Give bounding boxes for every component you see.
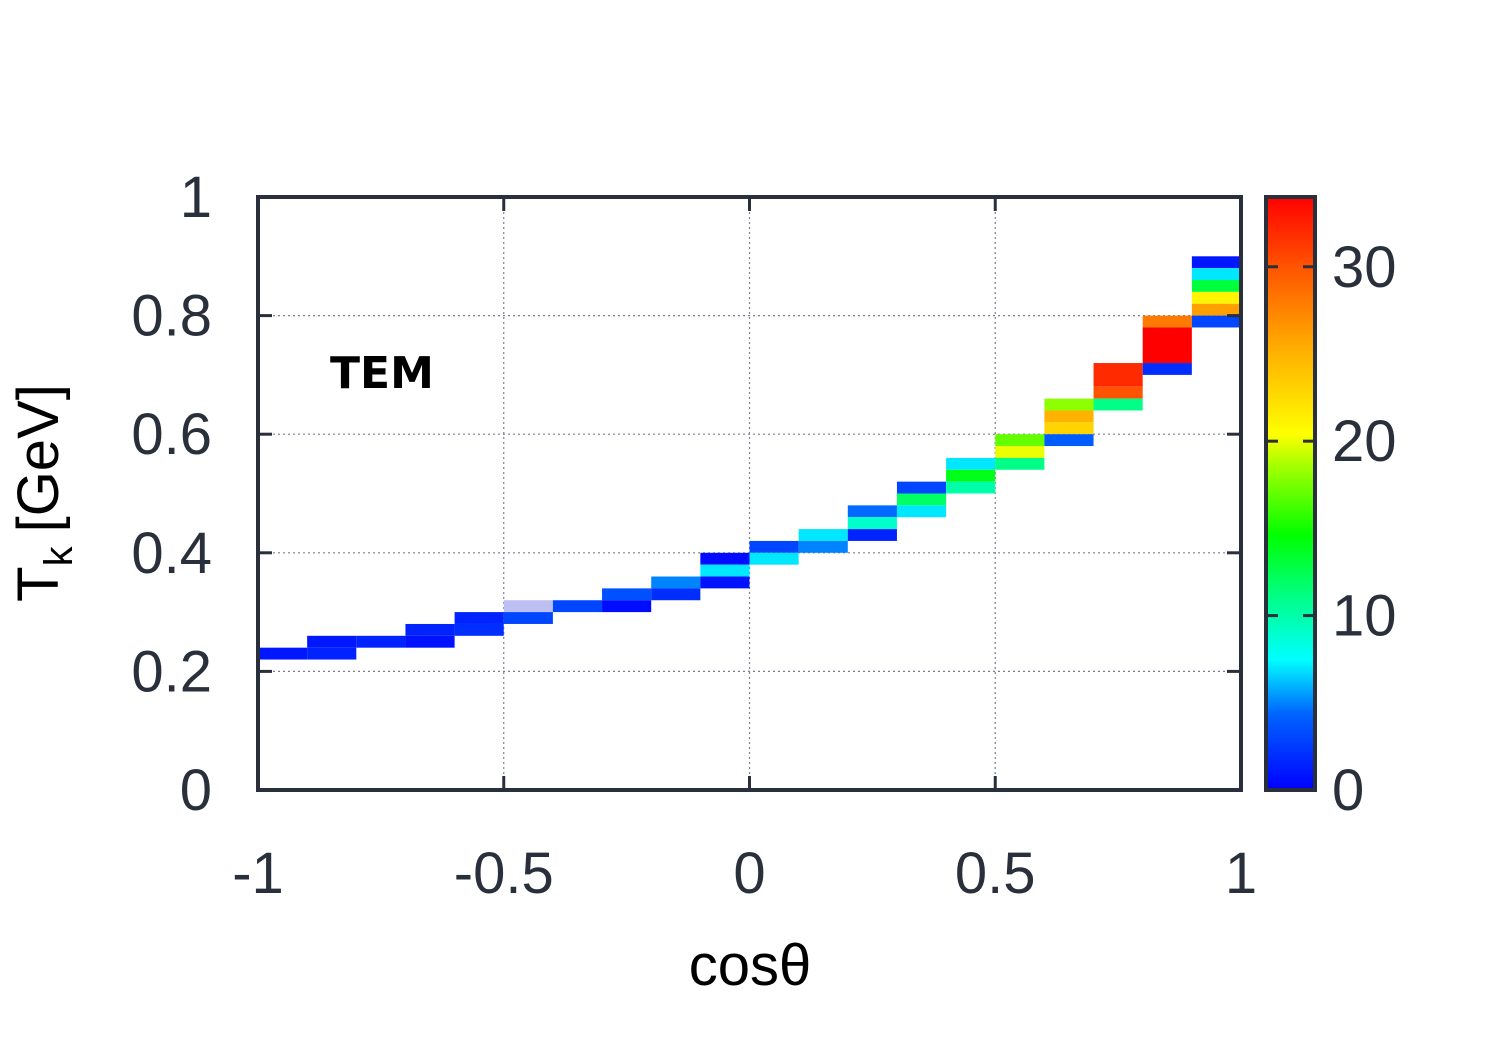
heatmap-cell xyxy=(503,612,553,624)
heatmap-cell xyxy=(1044,434,1094,447)
heatmap-cell xyxy=(356,635,406,648)
heatmap-cell xyxy=(700,576,750,589)
y-axis-title-main: T xyxy=(6,566,71,601)
heatmap-cell xyxy=(847,529,897,541)
heatmap-cell xyxy=(1191,291,1241,304)
heatmap-cell xyxy=(454,623,504,636)
heatmap-cell xyxy=(995,434,1045,447)
heatmap-cell xyxy=(1093,363,1143,387)
heatmap-cell xyxy=(258,647,308,660)
y-axis-title-subscript: k xyxy=(37,545,81,566)
y-tick-label: 0.2 xyxy=(131,639,212,704)
y-tick-label: 0 xyxy=(180,758,212,823)
heatmap-cells xyxy=(258,256,1241,660)
y-tick-label: 0.6 xyxy=(131,402,212,467)
heatmap-cell xyxy=(651,576,701,589)
x-tick-label: -1 xyxy=(232,841,284,906)
x-tick-label: -0.5 xyxy=(454,841,554,906)
heatmap-cell xyxy=(1191,315,1241,328)
colorbar-tick-label: 20 xyxy=(1332,409,1397,474)
heatmap-cell xyxy=(602,600,652,613)
x-tick-label: 0.5 xyxy=(955,841,1036,906)
heatmap-cell xyxy=(602,588,652,601)
heatmap-cell xyxy=(1142,315,1192,328)
colorbar-tick-labels: 0 10 20 30 xyxy=(1332,235,1397,823)
heatmap-cell xyxy=(847,505,897,518)
heatmap-cell xyxy=(995,457,1045,470)
heatmap-cell xyxy=(1093,386,1143,399)
x-tick-label: 0 xyxy=(733,841,765,906)
heatmap-cell xyxy=(995,446,1045,458)
y-axis-title-unit: [GeV] xyxy=(6,384,71,532)
colorbar-tick-label: 30 xyxy=(1332,235,1397,300)
heatmap-cell xyxy=(749,540,799,553)
y-tick-label: 0.4 xyxy=(131,521,212,586)
colorbar xyxy=(1264,195,1317,792)
heatmap-cell xyxy=(749,552,799,565)
heatmap-cell xyxy=(1191,256,1241,269)
y-tick-labels: 0 0.2 0.4 0.6 0.8 1 xyxy=(131,165,212,823)
x-axis-title: cosθ xyxy=(689,933,812,998)
heatmap-cell xyxy=(847,517,897,530)
heatmap-cell xyxy=(798,540,848,553)
heatmap-cell xyxy=(503,600,553,613)
heatmap-cell xyxy=(651,588,701,601)
x-tick-labels: -1 -0.5 0 0.5 1 xyxy=(232,841,1257,906)
heatmap-cell xyxy=(405,623,455,636)
heatmap-cell xyxy=(1191,280,1241,292)
heatmap-cell xyxy=(1191,303,1241,316)
heatmap-cell xyxy=(946,469,996,482)
heatmap-cell xyxy=(798,529,848,541)
plot-label: TEM xyxy=(330,348,434,399)
colorbar-ticks xyxy=(1266,265,1315,792)
heatmap-cell xyxy=(896,493,947,506)
y-axis-title: Tk [GeV] xyxy=(6,384,81,602)
heatmap-cell xyxy=(454,612,504,624)
heatmap-cell xyxy=(405,635,455,648)
heatmap-cell xyxy=(946,457,996,470)
colorbar-tick-label: 10 xyxy=(1332,584,1397,649)
heatmap-cell xyxy=(946,481,996,494)
heatmap-cell xyxy=(896,481,947,494)
heatmap-cell xyxy=(307,635,357,648)
heatmap-cell xyxy=(896,505,947,518)
x-tick-label: 1 xyxy=(1225,841,1257,906)
heatmap-cell xyxy=(307,647,357,660)
y-tick-label: 1 xyxy=(180,165,212,230)
heatmap-cell xyxy=(552,600,603,613)
heatmap-cell xyxy=(1044,410,1094,423)
heatmap-cell xyxy=(1142,363,1192,375)
colorbar-tick-label: 0 xyxy=(1332,758,1364,823)
heatmap-cell xyxy=(700,552,750,565)
heatmap-cell xyxy=(1191,268,1241,281)
axis-ticks xyxy=(256,195,1243,792)
heatmap-cell xyxy=(1142,327,1192,364)
heatmap-cell xyxy=(1044,398,1094,411)
y-tick-label: 0.8 xyxy=(131,284,212,349)
heatmap-cell xyxy=(700,564,750,577)
heatmap-cell xyxy=(1093,398,1143,411)
grid-lines xyxy=(258,197,1241,790)
heatmap-cell xyxy=(1044,422,1094,435)
